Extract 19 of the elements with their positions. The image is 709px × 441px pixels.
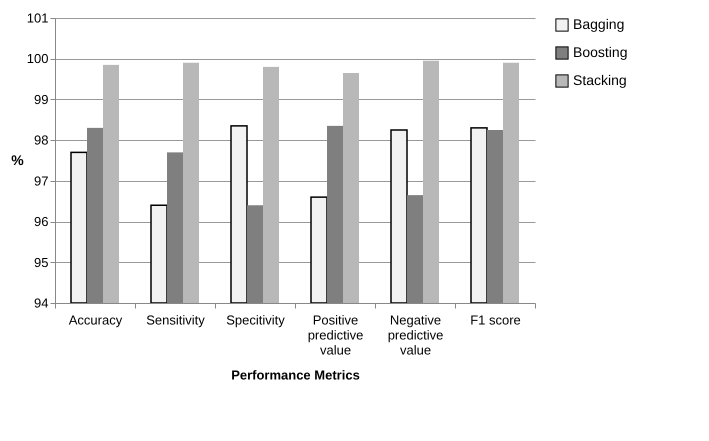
x-axis-title: Performance Metrics [231,368,360,382]
y-tick-label: 101 [26,10,48,26]
y-tick-label: 99 [34,92,48,107]
x-tick-label: Accuracy [68,312,123,328]
y-tick-label: 97 [34,173,48,188]
legend-label: Bagging [573,16,624,32]
legend-label: Boosting [573,44,628,60]
x-tick-label: Negative predictive value [388,312,444,358]
y-tick-label: 96 [34,214,48,230]
x-tick-label: Positive predictive value [308,312,364,358]
y-axis-title: % [11,152,24,168]
y-tick-label: 98 [34,132,48,148]
y-tick-label: 100 [26,51,48,66]
y-tick-label: 95 [34,254,48,270]
legend-label: Stacking [573,72,627,88]
x-tick-label: F1 score [470,312,521,328]
y-tick-label: 94 [34,296,48,310]
x-tick-label: Sensitivity [146,312,206,328]
x-tick-label: Specitivity [226,312,286,328]
